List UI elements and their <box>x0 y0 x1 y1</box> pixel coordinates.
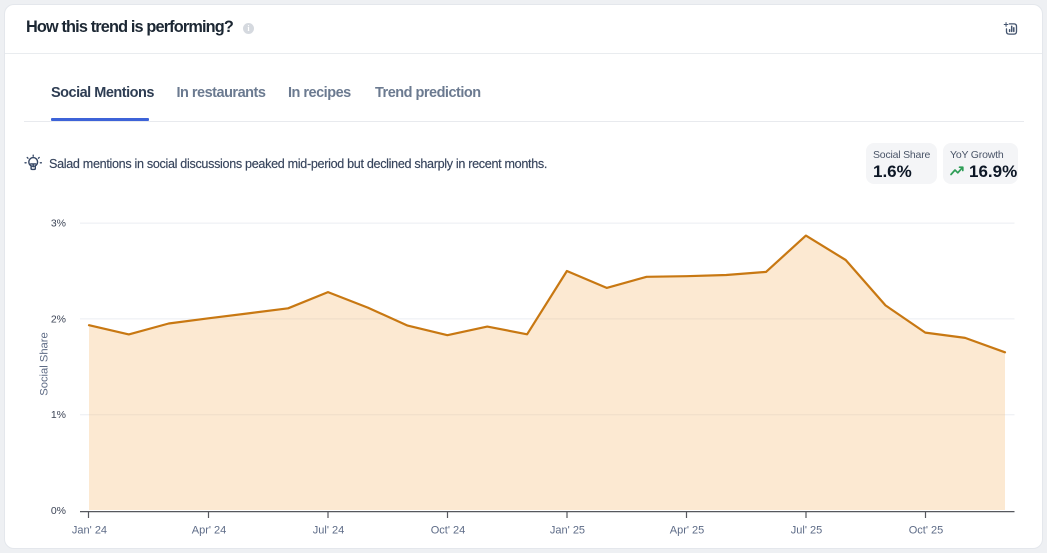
svg-text:3%: 3% <box>51 218 66 230</box>
svg-text:Social Share: Social Share <box>38 332 50 395</box>
svg-text:Jul' 24: Jul' 24 <box>313 525 344 537</box>
svg-text:Apr' 24: Apr' 24 <box>192 525 227 537</box>
svg-text:2%: 2% <box>51 313 66 325</box>
svg-text:Oct' 25: Oct' 25 <box>909 525 944 537</box>
svg-text:Apr' 25: Apr' 25 <box>670 525 705 537</box>
svg-text:Jan' 25: Jan' 25 <box>550 525 585 537</box>
svg-text:0%: 0% <box>51 505 66 517</box>
svg-text:Oct' 24: Oct' 24 <box>431 525 466 537</box>
svg-text:Jan' 24: Jan' 24 <box>72 525 107 537</box>
svg-text:1%: 1% <box>51 409 66 421</box>
svg-text:Jul' 25: Jul' 25 <box>791 525 822 537</box>
